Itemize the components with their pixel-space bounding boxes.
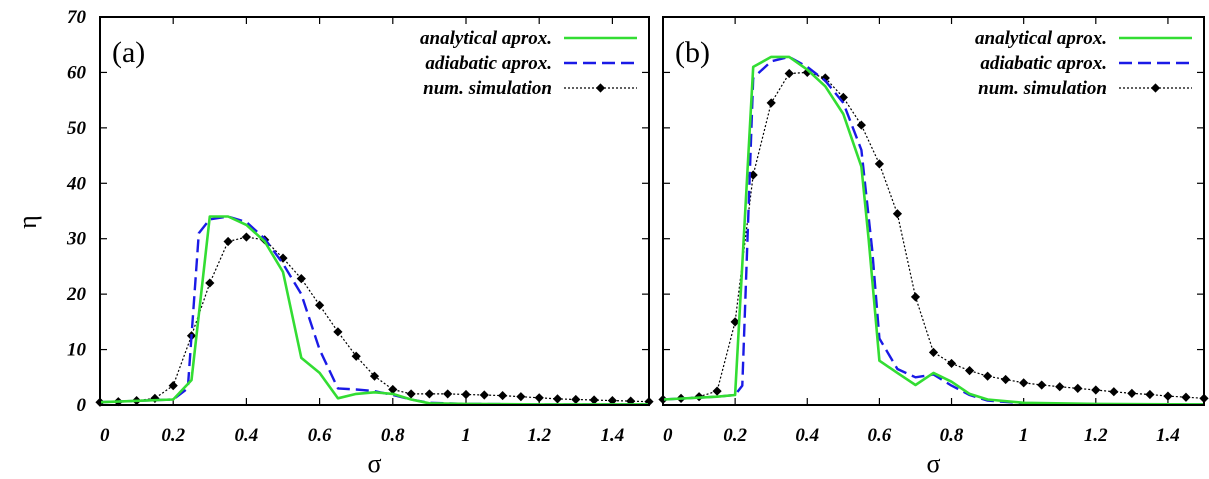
data-point-marker	[802, 67, 812, 78]
data-point-marker	[296, 274, 306, 284]
plot-frame	[99, 16, 650, 406]
data-point-marker	[892, 209, 903, 219]
y-tick-label: 20	[66, 284, 87, 305]
panel-b: 0 0.2 0.4 0.6 0.8 1 1.2 1.4 σ (b) analytical aprox…	[658, 16, 1209, 478]
data-point-marker	[1109, 387, 1119, 397]
legend-label: analytical aprox.	[975, 28, 1107, 49]
x-axis-label: σ	[367, 449, 381, 478]
y-axis-label: η	[13, 215, 42, 229]
data-point-marker	[1001, 374, 1011, 385]
legend-label: num. simulation	[423, 78, 552, 99]
x-tick-label: 0	[100, 425, 110, 446]
y-tick-label: 0	[77, 395, 87, 416]
data-point-marker	[406, 389, 416, 399]
data-point-marker	[571, 394, 581, 405]
x-tick-label: 0.2	[723, 425, 747, 446]
x-tick-label: 0.6	[308, 425, 332, 446]
data-point-marker	[315, 300, 325, 310]
x-tick-label: 1.4	[601, 425, 625, 446]
panel-label: (b)	[675, 36, 710, 69]
data-point-marker	[241, 232, 251, 242]
data-point-marker	[516, 392, 526, 402]
x-tick-label: 1	[1019, 425, 1029, 446]
data-point-marker	[333, 327, 343, 337]
legend-sample-marker	[595, 83, 606, 93]
data-point-marker	[1037, 380, 1047, 390]
legend-label: num. simulation	[978, 78, 1107, 99]
data-point-marker	[479, 390, 489, 400]
data-point-marker	[552, 394, 563, 404]
x-tick-label: 0.4	[795, 425, 819, 446]
x-tick-label: 1.2	[527, 425, 551, 446]
data-point-marker	[983, 371, 993, 381]
data-point-marker	[946, 358, 957, 369]
data-point-marker	[461, 389, 471, 400]
data-point-marker	[424, 389, 434, 399]
y-tick-label: 40	[66, 173, 87, 194]
data-point-marker	[388, 384, 398, 395]
data-point-marker	[874, 159, 884, 169]
data-point-marker	[1073, 383, 1083, 393]
panel-a: 0 10 20 30 40 50 60 70 0 0.2 0.4 0.6 0.8 1 1.2 1.4 σ (a) a…	[66, 7, 654, 478]
data-point-marker	[1055, 382, 1065, 392]
data-point-marker	[730, 317, 740, 327]
y-tick-label: 70	[67, 7, 87, 28]
data-point-marker	[1019, 378, 1029, 388]
data-point-marker	[607, 395, 617, 406]
x-axis-label: σ	[926, 449, 940, 478]
x-tick-label: 0.4	[235, 425, 259, 446]
x-tick-label: 0.8	[381, 425, 405, 446]
data-point-marker	[443, 389, 453, 399]
panel-label: (a)	[112, 36, 145, 69]
data-point-marker	[766, 98, 776, 108]
data-point-marker	[856, 120, 866, 130]
data-point-marker	[1181, 392, 1191, 402]
y-tick-label: 30	[66, 229, 87, 250]
data-point-marker	[910, 292, 921, 302]
x-tick-label: 0	[663, 425, 673, 446]
data-point-marker	[748, 170, 758, 180]
series-line-solid	[99, 215, 649, 406]
x-tick-label: 0.6	[868, 425, 892, 446]
data-point-marker	[964, 366, 975, 376]
series-line-dashed	[99, 215, 649, 406]
x-tick-label: 1.2	[1084, 425, 1108, 446]
x-tick-label: 1	[461, 425, 471, 446]
data-point-marker	[928, 347, 939, 357]
x-tick-label: 1.4	[1156, 425, 1180, 446]
plot-frame	[662, 16, 1205, 406]
data-point-marker	[205, 278, 215, 288]
data-point-marker	[534, 393, 544, 403]
legend-label: adiabatic aprox.	[980, 53, 1107, 74]
legend-sample-marker	[1150, 83, 1161, 93]
series-line-dashed	[662, 55, 1204, 406]
x-tick-label: 0.2	[161, 425, 185, 446]
y-tick-label: 10	[67, 340, 87, 361]
data-point-marker	[1091, 385, 1101, 395]
data-point-marker	[498, 390, 508, 401]
legend-label: analytical aprox.	[420, 28, 552, 49]
y-tick-label: 60	[67, 62, 87, 83]
data-point-marker	[369, 371, 380, 381]
data-point-marker	[838, 92, 848, 102]
data-point-marker	[784, 68, 794, 79]
data-point-marker	[351, 351, 361, 361]
x-tick-label: 0.8	[940, 425, 964, 446]
legend-label: adiabatic aprox.	[425, 53, 552, 74]
data-point-marker	[168, 381, 178, 391]
y-tick-label: 50	[67, 118, 87, 139]
data-point-marker	[712, 386, 722, 396]
series-line-solid	[662, 55, 1205, 406]
data-point-marker	[589, 395, 599, 405]
data-point-marker	[1145, 389, 1155, 400]
data-point-marker	[1163, 391, 1173, 401]
data-point-marker	[1127, 388, 1137, 398]
data-point-marker	[223, 236, 233, 247]
